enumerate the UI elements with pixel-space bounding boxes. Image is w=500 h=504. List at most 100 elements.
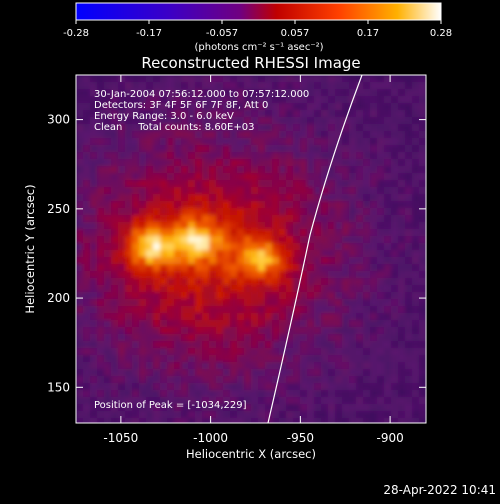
heatmap-cell [342,208,350,216]
heatmap-cell [125,348,133,356]
heatmap-cell [391,320,399,328]
heatmap-cell [300,173,308,181]
heatmap-cell [230,187,238,195]
heatmap-cell [237,369,245,377]
heatmap-cell [398,264,406,272]
heatmap-cell [167,124,175,132]
heatmap-cell [293,82,301,90]
heatmap-cell [104,229,112,237]
heatmap-cell [167,411,175,419]
heatmap-cell [384,320,392,328]
heatmap-cell [286,117,294,125]
heatmap-cell [265,82,273,90]
heatmap-cell [377,271,385,279]
heatmap-cell [258,229,266,237]
heatmap-cell [258,82,266,90]
heatmap-cell [363,236,371,244]
heatmap-cell [97,75,105,83]
y-tick-label: 150 [47,380,70,394]
heatmap-cell [146,250,154,258]
x-axis-label: Heliocentric X (arcsec) [186,447,316,461]
heatmap-cell [342,173,350,181]
heatmap-cell [363,243,371,251]
heatmap-cell [412,320,420,328]
heatmap-cell [391,369,399,377]
heatmap-cell [314,320,322,328]
heatmap-cell [83,376,91,384]
heatmap-cell [230,103,238,111]
heatmap-cell [97,362,105,370]
heatmap-cell [139,362,147,370]
heatmap-cell [118,180,126,188]
heatmap-cell [223,96,231,104]
heatmap-cell [230,411,238,419]
heatmap-cell [244,348,252,356]
heatmap-cell [384,82,392,90]
heatmap-cell [363,285,371,293]
heatmap-cell [384,110,392,118]
heatmap-cell [83,383,91,391]
heatmap-cell [209,96,217,104]
heatmap-cell [398,138,406,146]
heatmap-cell [188,117,196,125]
heatmap-cell [342,306,350,314]
heatmap-cell [356,348,364,356]
heatmap-cell [412,152,420,160]
heatmap-cell [258,173,266,181]
heatmap-cell [237,271,245,279]
heatmap-cell [328,362,336,370]
heatmap-cell [125,201,133,209]
heatmap-cell [314,271,322,279]
heatmap-cell [307,208,315,216]
heatmap-cell [321,397,329,405]
heatmap-cell [384,292,392,300]
heatmap-cell [174,243,182,251]
heatmap-cell [76,194,84,202]
heatmap-cell [160,124,168,132]
heatmap-cell [139,131,147,139]
heatmap-cell [272,215,280,223]
heatmap-cell [132,383,140,391]
heatmap-cell [181,124,189,132]
heatmap-cell [104,411,112,419]
heatmap-cell [209,89,217,97]
heatmap-cell [146,299,154,307]
heatmap-cell [300,362,308,370]
heatmap-cell [342,404,350,412]
heatmap-cell [195,418,203,423]
heatmap-cell [293,320,301,328]
heatmap-cell [230,271,238,279]
heatmap-cell [279,292,287,300]
heatmap-cell [293,208,301,216]
heatmap-cell [146,229,154,237]
heatmap-cell [237,103,245,111]
heatmap-cell [174,299,182,307]
heatmap-cell [153,103,161,111]
heatmap-cell [97,271,105,279]
heatmap-cell [286,285,294,293]
heatmap-cell [391,348,399,356]
heatmap-cell [258,306,266,314]
heatmap-cell [384,390,392,398]
heatmap-cell [244,124,252,132]
heatmap-cell [139,201,147,209]
heatmap-cell [251,404,259,412]
heatmap-cell [223,257,231,265]
heatmap-cell [321,411,329,419]
heatmap-cell [195,285,203,293]
heatmap-cell [377,313,385,321]
heatmap-cell [391,229,399,237]
heatmap-cell [412,376,420,384]
heatmap-cell [328,89,336,97]
heatmap-cell [342,383,350,391]
heatmap-cell [307,96,315,104]
heatmap-cell [188,201,196,209]
heatmap-cell [181,292,189,300]
heatmap-cell [349,411,357,419]
heatmap-cell [146,215,154,223]
heatmap-cell [293,411,301,419]
heatmap-cell [321,208,329,216]
heatmap-cell [377,75,385,83]
heatmap-cell [125,215,133,223]
heatmap-cell [363,306,371,314]
